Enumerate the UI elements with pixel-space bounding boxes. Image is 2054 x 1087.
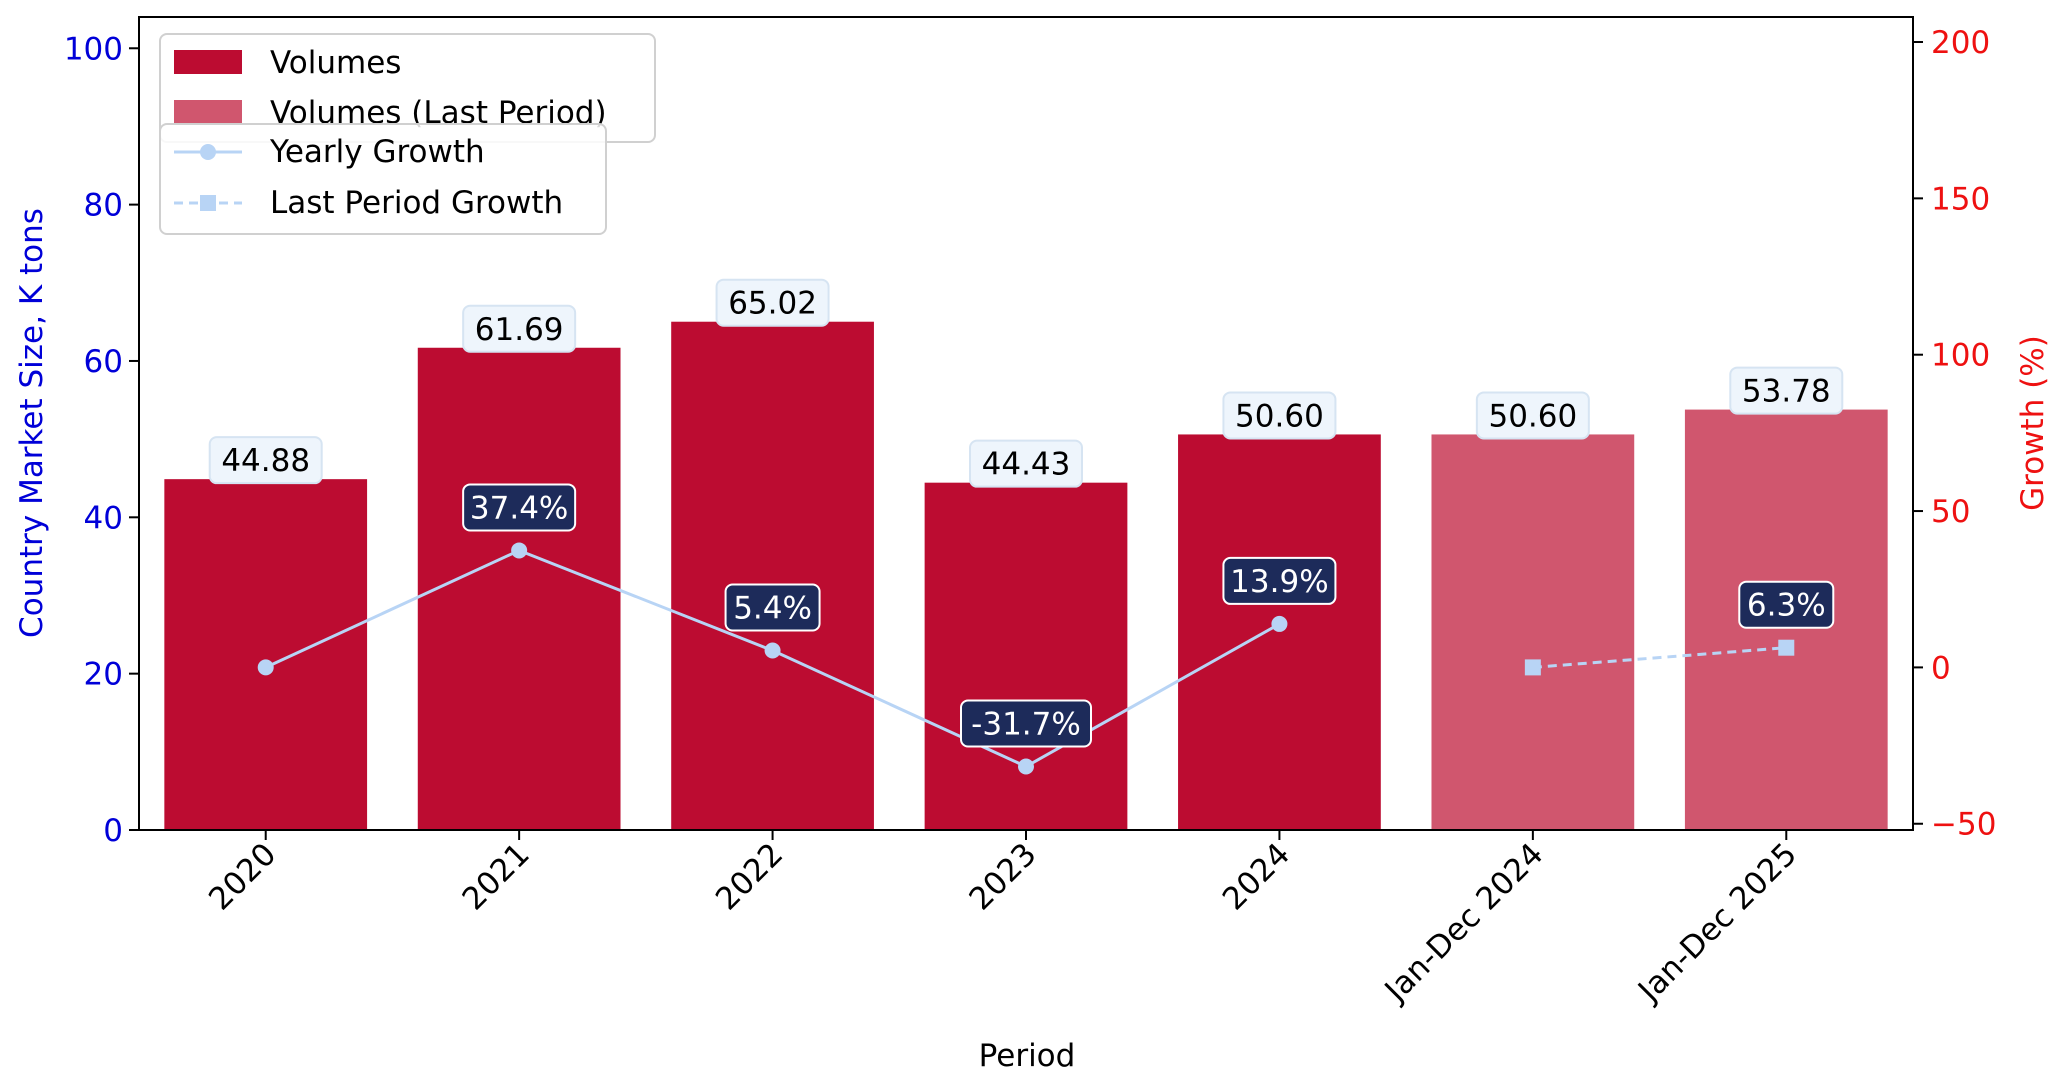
legend-marker-square-icon xyxy=(200,195,216,211)
bar-value-label-last-period-6-text: 53.78 xyxy=(1742,374,1831,410)
growth-label-last-period-6-text: 6.3% xyxy=(1747,588,1826,624)
yearly-growth-point-4 xyxy=(1271,615,1288,632)
legend-lines-frame xyxy=(159,123,607,235)
x-axis-label: Period xyxy=(979,1038,1076,1074)
bar-volumes-2 xyxy=(671,321,874,830)
y-left-tick-label-20: 20 xyxy=(84,657,123,693)
growth-label-yearly-2-box xyxy=(724,583,821,632)
yearly-growth-point-2 xyxy=(764,642,781,659)
legend-marker-circle-icon xyxy=(200,144,216,160)
bar-value-label-last-period-5: 50.60 xyxy=(1475,391,1590,440)
y-right-tick-label-150: 150 xyxy=(1931,181,1990,217)
legend-label-volumes: Volumes xyxy=(270,45,401,81)
bar-value-label-volumes-3: 44.43 xyxy=(969,439,1083,488)
bar-volumes-4 xyxy=(1178,434,1381,830)
growth-label-yearly-2: 5.4% xyxy=(724,583,821,632)
y-left-tick-label-100: 100 xyxy=(64,31,123,67)
bar-value-label-volumes-1: 61.69 xyxy=(462,304,577,353)
growth-label-yearly-3-text: -31.7% xyxy=(971,707,1081,743)
bar-value-label-volumes-1-text: 61.69 xyxy=(475,312,564,348)
bar-value-label-volumes-2-box xyxy=(715,278,830,327)
growth-label-yearly-3-box xyxy=(960,699,1092,748)
last-period-growth-point-6 xyxy=(1778,639,1795,656)
legend-label-last-period-growth: Last Period Growth xyxy=(270,185,563,221)
bar-value-label-last-period-6: 53.78 xyxy=(1729,366,1844,415)
y-right-tick-label-200: 200 xyxy=(1931,25,1990,61)
yearly-growth-point-3 xyxy=(1018,758,1034,775)
growth-label-yearly-3: -31.7% xyxy=(960,699,1092,748)
bar-value-label-volumes-0-box xyxy=(208,436,323,485)
legend-swatch-volumes-last-period xyxy=(174,100,242,124)
legend-swatch-volumes xyxy=(174,50,242,74)
bar-value-label-volumes-3-box xyxy=(969,439,1083,488)
plot-area: 44.88 61.69 65.02 44.43 50.60 50.60 53.78 37.4%… xyxy=(164,278,1888,830)
y-left-tick-label-40: 40 xyxy=(84,500,123,536)
bar-value-label-last-period-6-box xyxy=(1729,366,1844,415)
bar-value-label-volumes-4-box xyxy=(1222,391,1337,440)
y-right-tick-label-50: 50 xyxy=(1931,494,1970,530)
bar-value-label-volumes-2: 65.02 xyxy=(715,278,830,327)
bar-volumes-3 xyxy=(924,482,1128,830)
bar-value-label-volumes-4-text: 50.60 xyxy=(1235,398,1324,434)
bar-value-label-volumes-1-box xyxy=(462,304,577,353)
yearly-growth-point-1 xyxy=(511,542,528,559)
bar-volumes-last-period-5 xyxy=(1431,434,1635,830)
last-period-growth-point-5 xyxy=(1524,659,1541,676)
bar-value-label-volumes-0: 44.88 xyxy=(208,436,323,485)
growth-label-yearly-4-text: 13.9% xyxy=(1230,564,1328,600)
y-right-tick-label--50: −50 xyxy=(1931,807,1996,843)
bar-value-label-volumes-0-text: 44.88 xyxy=(221,443,310,479)
bar-value-label-volumes-2-text: 65.02 xyxy=(728,286,817,322)
legend-label-yearly-growth: Yearly Growth xyxy=(269,134,485,170)
y-left-tick-label-0: 0 xyxy=(103,813,123,849)
bar-value-label-last-period-5-box xyxy=(1475,391,1590,440)
bar-value-label-last-period-5-text: 50.60 xyxy=(1488,398,1577,434)
bar-volumes-1 xyxy=(417,347,621,830)
y-right-tick-label-100: 100 xyxy=(1931,338,1990,374)
y-left-tick-label-60: 60 xyxy=(84,344,123,380)
bar-value-label-volumes-4: 50.60 xyxy=(1222,391,1337,440)
y-axis-right-label: Growth (%) xyxy=(2015,335,2051,511)
last-period-growth-line xyxy=(1532,646,1787,669)
growth-label-last-period-6: 6.3% xyxy=(1738,580,1835,629)
y-right-tick-label-0: 0 xyxy=(1931,650,1951,686)
yearly-growth-point-0 xyxy=(257,659,274,676)
growth-label-yearly-4: 13.9% xyxy=(1222,556,1337,605)
growth-label-yearly-1: 37.4% xyxy=(462,483,577,532)
growth-label-yearly-4-box xyxy=(1222,556,1337,605)
growth-label-yearly-1-box xyxy=(462,483,577,532)
bar-value-label-volumes-3-text: 44.43 xyxy=(982,447,1071,483)
legend-lines: Yearly Growth Last Period Growth xyxy=(159,123,607,235)
growth-label-yearly-1-text: 37.4% xyxy=(470,490,568,526)
growth-label-yearly-2-text: 5.4% xyxy=(733,591,812,627)
y-axis-left-label: Country Market Size, K tons xyxy=(14,208,50,638)
y-left-tick-label-80: 80 xyxy=(84,188,123,224)
growth-label-last-period-6-box xyxy=(1738,580,1835,629)
bar-volumes-0 xyxy=(164,479,368,830)
